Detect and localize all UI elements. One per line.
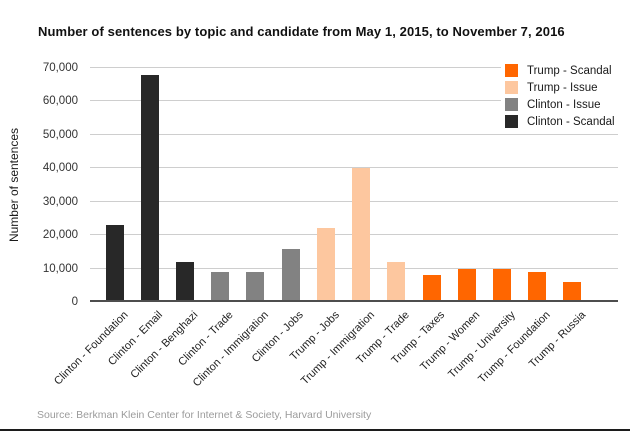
y-tick-label: 60,000 (42, 95, 78, 108)
bar-slot: Trump - Russia (527, 68, 590, 370)
bars-row: Clinton - Foundation Clinton - Email Clint… (52, 68, 618, 389)
legend-swatch-icon (505, 81, 518, 94)
legend: Trump - Scandal Trump - Issue Clinton - Is… (501, 61, 621, 131)
legend-label: Clinton - Scandal (527, 115, 615, 128)
bar-trump-university (493, 268, 512, 302)
legend-swatch-icon (505, 64, 518, 77)
y-tick-label: 30,000 (42, 195, 78, 208)
bar-slot: Clinton - Foundation (52, 68, 132, 388)
bar-slot: Clinton - Immigration (191, 68, 273, 389)
bar-trump-women (457, 268, 476, 302)
bar-clinton-jobs (281, 248, 300, 302)
legend-label: Clinton - Issue (527, 98, 601, 111)
bar-slot: Trump - University (446, 68, 519, 381)
legend-row: Trump - Scandal (505, 64, 615, 77)
bar-clinton-benghazi (176, 261, 195, 302)
bar-slot: Trump - Immigration (298, 68, 379, 387)
bar-slot: Clinton - Benghazi (128, 68, 202, 381)
y-tick-label: 50,000 (42, 128, 78, 141)
gridline (90, 67, 618, 68)
bar-trump-trade (387, 261, 406, 302)
bar-slot: Clinton - Trade (176, 68, 238, 369)
legend-swatch-icon (505, 115, 518, 128)
y-tick-label: 70,000 (42, 62, 78, 74)
bar-slot: Trump - Women (418, 68, 484, 373)
bar-slot: Clinton - Jobs (250, 68, 308, 365)
bar-slot: Trump - Foundation (476, 68, 555, 386)
bar-clinton-email (140, 74, 159, 302)
bar-clinton-foundation (105, 225, 124, 302)
chart-title: Number of sentences by topic and candida… (38, 24, 565, 39)
legend-row: Trump - Issue (505, 81, 615, 94)
y-tick-label: 40,000 (42, 162, 78, 175)
bar-trump-jobs (316, 228, 335, 302)
y-tick-label: 10,000 (42, 262, 78, 275)
source-credit: Source: Berkman Klein Center for Interne… (37, 409, 372, 421)
y-tick-label: 20,000 (42, 229, 78, 242)
bar-clinton-trade (211, 271, 230, 302)
legend-row: Clinton - Issue (505, 98, 615, 111)
gridline (90, 133, 618, 135)
bottom-divider (0, 429, 630, 431)
bar-slot: Trump - Taxes (389, 68, 449, 367)
y-axis-title: Number of sentences (7, 127, 21, 243)
bar-trump-russia (563, 281, 582, 302)
legend-label: Trump - Scandal (527, 64, 612, 77)
bar-trump-taxes (422, 275, 441, 302)
legend-label: Trump - Issue (527, 81, 598, 94)
gridline (90, 100, 618, 102)
bar-clinton-immigration (246, 271, 265, 302)
bar-slot: Trump - Jobs (287, 68, 343, 363)
bar-slot: Trump - Trade (354, 68, 414, 366)
gridline (90, 167, 618, 169)
legend-swatch-icon (505, 98, 518, 111)
bar-trump-foundation (528, 271, 547, 302)
bar-slot: Clinton - Email (106, 68, 167, 368)
y-tick-label: 0 (71, 296, 78, 308)
x-axis-line (90, 300, 618, 302)
plot-area: Clinton - Foundation Clinton - Email Clint… (52, 67, 618, 389)
legend-row: Clinton - Scandal (505, 115, 615, 128)
bar-trump-immigration (352, 168, 371, 302)
